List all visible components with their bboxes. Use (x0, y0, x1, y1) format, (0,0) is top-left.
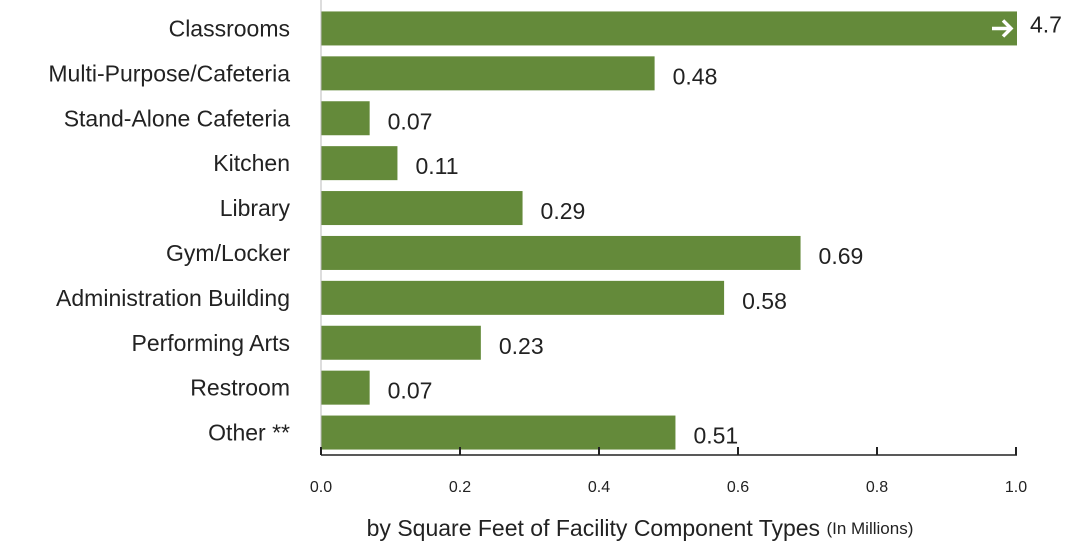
bar (321, 370, 370, 405)
value-label: 0.29 (541, 198, 586, 224)
value-label: 0.48 (673, 63, 718, 89)
value-label: 0.69 (819, 243, 864, 269)
value-label: 4.7 (1030, 12, 1062, 38)
bar (321, 146, 398, 181)
overflow-arrow (992, 19, 1014, 38)
x-tick-label: 0.8 (866, 479, 888, 496)
x-axis-label: by Square Feet of Facility Component Typ… (367, 515, 914, 541)
bar (321, 325, 481, 360)
bar (321, 101, 370, 136)
bar (321, 56, 655, 91)
value-label: 0.07 (388, 378, 433, 404)
value-label: 0.58 (742, 288, 787, 314)
y-tick-label: Restroom (190, 375, 290, 401)
y-tick-label: Administration Building (56, 285, 290, 311)
value-label: 0.51 (693, 423, 738, 449)
value-label: 0.11 (415, 153, 458, 179)
y-tick-label: Kitchen (213, 150, 290, 176)
y-tick-label: Multi-Purpose/Cafeteria (48, 60, 290, 86)
bar (321, 235, 801, 270)
value-label: 0.23 (499, 333, 544, 359)
bar (321, 280, 725, 315)
x-tick-label: 0.0 (310, 479, 332, 496)
bar (321, 11, 1017, 46)
y-tick-label: Other ** (208, 420, 290, 446)
x-tick-label: 1.0 (1005, 479, 1027, 496)
bar (321, 191, 523, 226)
bars (321, 11, 1017, 450)
y-tick-label: Performing Arts (132, 330, 291, 356)
y-tick-label: Classrooms (169, 16, 290, 42)
x-axis-unit: (In Millions) (826, 519, 913, 538)
value-label: 0.07 (388, 108, 433, 134)
x-tick-label: 0.4 (588, 479, 610, 496)
y-tick-label: Library (220, 195, 291, 221)
y-tick-label: Gym/Locker (166, 240, 290, 266)
x-tick-label: 0.2 (449, 479, 471, 496)
bar (321, 415, 676, 450)
x-tick-label: 0.6 (727, 479, 749, 496)
x-axis-title: by Square Feet of Facility Component Typ… (367, 515, 820, 541)
y-tick-label: Stand-Alone Cafeteria (64, 105, 291, 131)
